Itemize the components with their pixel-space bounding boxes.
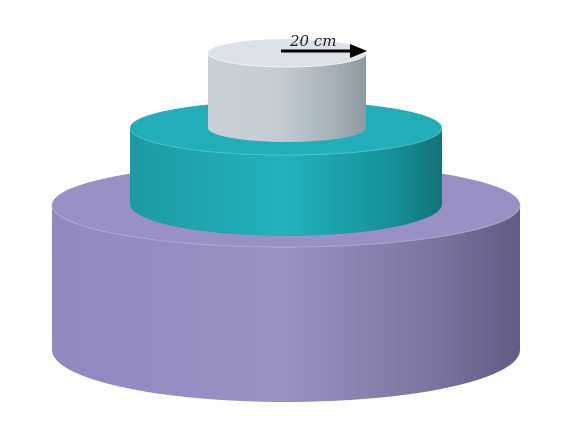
radius-label: 20 cm	[289, 32, 336, 50]
radius-indicator: 20 cm	[281, 32, 367, 58]
top-tier-side	[208, 53, 366, 142]
radius-arrowhead	[350, 44, 367, 58]
top-tier	[207, 39, 367, 142]
bottom-tier-side	[52, 205, 520, 402]
middle-tier-side	[130, 128, 442, 236]
top-tier-top	[208, 39, 366, 67]
